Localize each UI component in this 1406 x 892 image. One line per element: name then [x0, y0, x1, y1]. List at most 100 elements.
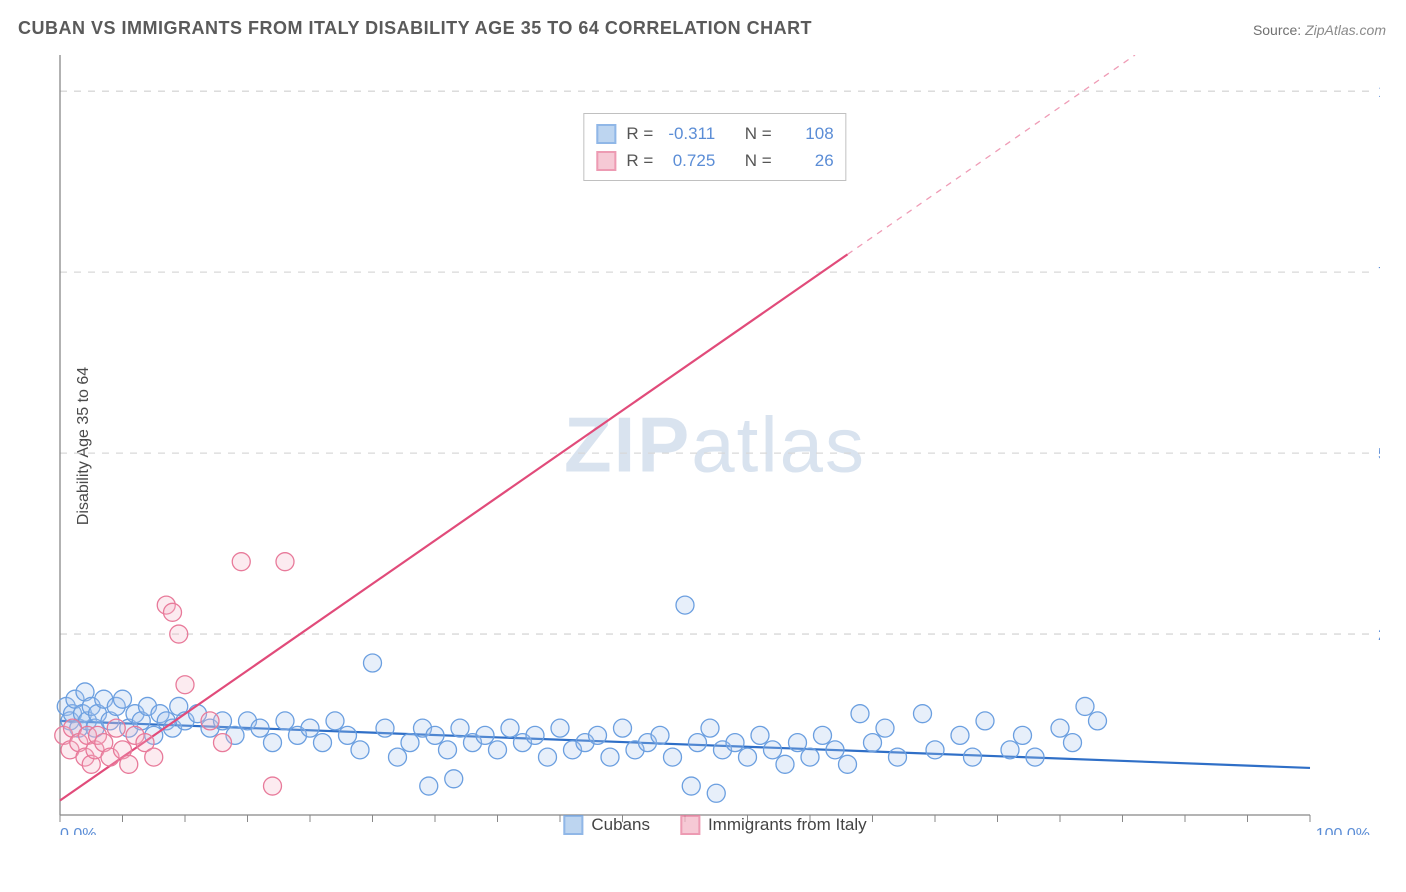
n-label: N = — [745, 147, 772, 174]
legend-swatch-cubans — [563, 815, 583, 835]
data-point-cubans — [489, 741, 507, 759]
data-point-cubans — [764, 741, 782, 759]
r-value-italy: 0.725 — [663, 147, 715, 174]
data-point-cubans — [801, 748, 819, 766]
data-point-cubans — [114, 690, 132, 708]
data-point-cubans — [445, 770, 463, 788]
n-value-cubans: 108 — [782, 120, 834, 147]
data-point-cubans — [276, 712, 294, 730]
chart-area: ZIPatlas 25.0%50.0%75.0%100.0%0.0%100.0%… — [50, 55, 1380, 835]
bottom-legend: Cubans Immigrants from Italy — [563, 815, 866, 835]
y-tick-label: 100.0% — [1378, 84, 1380, 101]
data-point-cubans — [420, 777, 438, 795]
data-point-cubans — [1026, 748, 1044, 766]
data-point-cubans — [301, 719, 319, 737]
data-point-cubans — [1089, 712, 1107, 730]
data-point-italy — [276, 553, 294, 571]
r-label: R = — [626, 120, 653, 147]
data-point-cubans — [339, 726, 357, 744]
data-point-cubans — [401, 734, 419, 752]
data-point-italy — [120, 755, 138, 773]
legend-item-italy: Immigrants from Italy — [680, 815, 867, 835]
data-point-cubans — [876, 719, 894, 737]
data-point-cubans — [789, 734, 807, 752]
data-point-cubans — [551, 719, 569, 737]
legend-label-cubans: Cubans — [591, 815, 650, 835]
data-point-cubans — [701, 719, 719, 737]
data-point-cubans — [314, 734, 332, 752]
data-point-italy — [145, 748, 163, 766]
data-point-cubans — [264, 734, 282, 752]
data-point-cubans — [864, 734, 882, 752]
data-point-cubans — [914, 705, 932, 723]
data-point-cubans — [651, 726, 669, 744]
data-point-cubans — [451, 719, 469, 737]
data-point-cubans — [776, 755, 794, 773]
r-label: R = — [626, 147, 653, 174]
stats-row-italy: R = 0.725 N = 26 — [596, 147, 833, 174]
legend-label-italy: Immigrants from Italy — [708, 815, 867, 835]
data-point-cubans — [964, 748, 982, 766]
n-label: N = — [745, 120, 772, 147]
data-point-cubans — [326, 712, 344, 730]
data-point-cubans — [726, 734, 744, 752]
data-point-italy — [232, 553, 250, 571]
data-point-cubans — [539, 748, 557, 766]
source-value: ZipAtlas.com — [1305, 22, 1386, 38]
data-point-italy — [170, 625, 188, 643]
data-point-cubans — [1014, 726, 1032, 744]
y-tick-label: 75.0% — [1378, 265, 1380, 282]
data-point-cubans — [614, 719, 632, 737]
n-value-italy: 26 — [782, 147, 834, 174]
data-point-italy — [264, 777, 282, 795]
data-point-cubans — [426, 726, 444, 744]
data-point-cubans — [889, 748, 907, 766]
data-point-cubans — [682, 777, 700, 795]
data-point-cubans — [389, 748, 407, 766]
data-point-cubans — [1001, 741, 1019, 759]
data-point-cubans — [689, 734, 707, 752]
data-point-cubans — [501, 719, 519, 737]
data-point-cubans — [601, 748, 619, 766]
data-point-cubans — [707, 784, 725, 802]
source-attribution: Source: ZipAtlas.com — [1253, 22, 1386, 38]
source-label: Source: — [1253, 22, 1301, 38]
data-point-cubans — [951, 726, 969, 744]
regression-line-italy — [60, 254, 848, 800]
data-point-cubans — [251, 719, 269, 737]
legend-item-cubans: Cubans — [563, 815, 650, 835]
data-point-italy — [164, 603, 182, 621]
data-point-cubans — [364, 654, 382, 672]
x-tick-label: 100.0% — [1316, 826, 1370, 835]
r-value-cubans: -0.311 — [663, 120, 715, 147]
data-point-cubans — [976, 712, 994, 730]
y-tick-label: 50.0% — [1378, 446, 1380, 463]
data-point-cubans — [376, 719, 394, 737]
stats-swatch-italy — [596, 151, 616, 171]
data-point-cubans — [926, 741, 944, 759]
data-point-cubans — [751, 726, 769, 744]
data-point-cubans — [851, 705, 869, 723]
data-point-cubans — [814, 726, 832, 744]
data-point-italy — [201, 712, 219, 730]
chart-title: CUBAN VS IMMIGRANTS FROM ITALY DISABILIT… — [18, 18, 812, 39]
data-point-cubans — [476, 726, 494, 744]
data-point-cubans — [1064, 734, 1082, 752]
data-point-italy — [176, 676, 194, 694]
data-point-cubans — [1051, 719, 1069, 737]
data-point-cubans — [676, 596, 694, 614]
data-point-cubans — [739, 748, 757, 766]
y-tick-label: 25.0% — [1378, 627, 1380, 644]
data-point-cubans — [439, 741, 457, 759]
data-point-cubans — [351, 741, 369, 759]
regression-line-dashed-italy — [848, 55, 1136, 254]
data-point-cubans — [589, 726, 607, 744]
stats-swatch-cubans — [596, 124, 616, 144]
data-point-cubans — [664, 748, 682, 766]
data-point-cubans — [839, 755, 857, 773]
x-tick-label: 0.0% — [60, 826, 96, 835]
data-point-italy — [107, 719, 125, 737]
data-point-cubans — [1076, 697, 1094, 715]
legend-swatch-italy — [680, 815, 700, 835]
stats-legend-box: R = -0.311 N = 108 R = 0.725 N = 26 — [583, 113, 846, 181]
